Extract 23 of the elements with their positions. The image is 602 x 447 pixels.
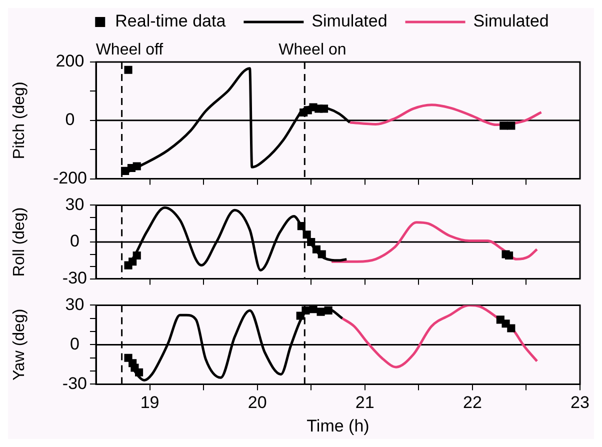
x-tick-label: 19 <box>140 393 160 412</box>
y-tick-label: 200 <box>56 52 84 71</box>
y-tick-label: -30 <box>62 374 88 393</box>
x-tick-label: 23 <box>570 393 590 412</box>
y-tick-label: 0 <box>65 110 75 130</box>
y-tick-label: -200 <box>52 168 88 188</box>
ref-line-label: Wheel off <box>96 41 164 58</box>
ref-line-label: Wheel on <box>278 41 346 58</box>
legend-label: Real-time data <box>115 12 226 31</box>
x-axis-title: Time (h) <box>306 416 370 436</box>
y-tick-label: 30 <box>65 294 84 314</box>
y-axis-title: Roll (deg) <box>11 207 28 277</box>
x-tick-label: 20 <box>248 393 267 412</box>
x-tick-label: 21 <box>355 393 374 412</box>
y-tick-label: 0 <box>70 334 80 354</box>
y-tick-label: 30 <box>65 194 84 214</box>
y-axis-title: Pitch (deg) <box>11 82 28 160</box>
legend-label: Simulated <box>312 12 388 31</box>
legend-label: Simulated <box>473 12 549 31</box>
y-axis-title: Yaw (deg) <box>11 308 28 381</box>
y-tick-label: -30 <box>62 268 88 288</box>
y-tick-label: 0 <box>70 232 80 251</box>
x-tick-label: 22 <box>462 393 482 412</box>
